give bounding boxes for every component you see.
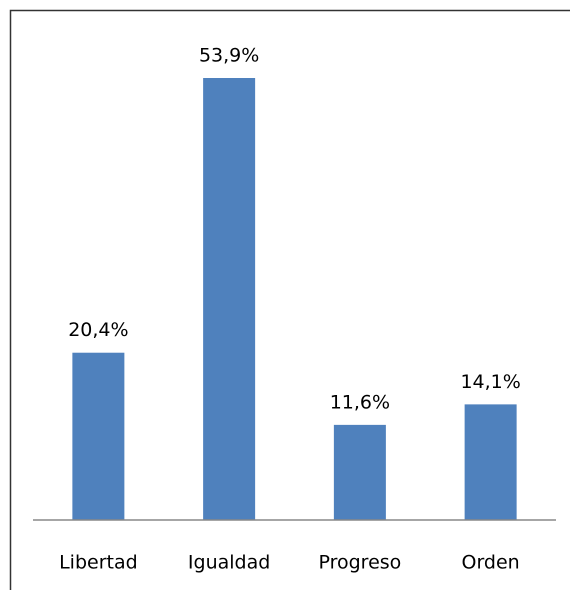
data-label: 11,6% <box>330 391 390 413</box>
bar <box>72 352 125 520</box>
bar <box>333 424 386 520</box>
data-label: 20,4% <box>68 319 128 341</box>
chart-frame <box>9 9 570 590</box>
x-tick-label: Progreso <box>318 552 401 574</box>
data-label: 14,1% <box>460 371 520 393</box>
x-tick-label: Libertad <box>59 552 138 574</box>
bar <box>203 78 256 520</box>
data-label: 53,9% <box>199 45 259 67</box>
x-tick-label: Igualdad <box>188 552 270 574</box>
x-tick-label: Orden <box>462 552 520 574</box>
bar <box>464 404 517 520</box>
